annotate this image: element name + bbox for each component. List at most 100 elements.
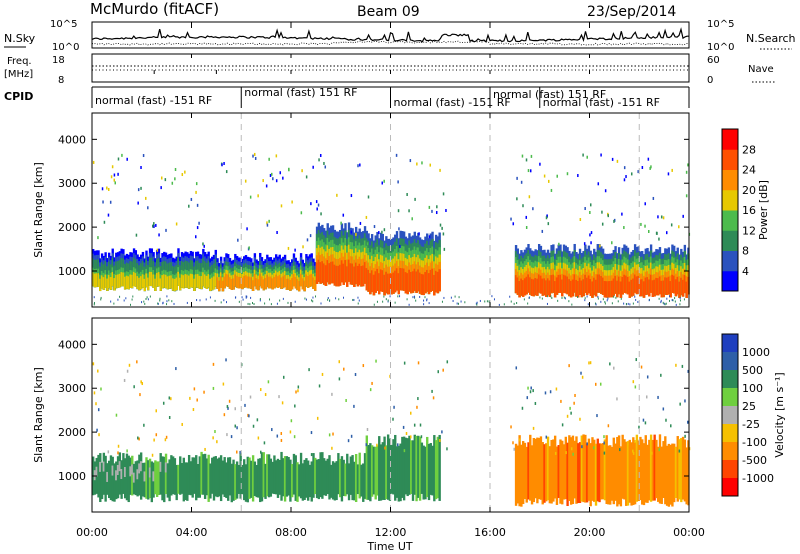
power-cell <box>484 300 486 303</box>
velocity-cell <box>171 456 175 495</box>
velocity-cell <box>243 459 246 501</box>
velocity-cell <box>678 439 681 500</box>
velocity-cell <box>234 464 237 500</box>
power-cell <box>530 278 534 296</box>
power-cell <box>356 265 360 287</box>
velocity-cell <box>536 437 539 504</box>
power-cell <box>452 299 454 302</box>
velocity-cell <box>282 458 285 497</box>
velocity-cell <box>126 369 129 373</box>
velocity-cell <box>579 417 581 421</box>
cpid-segment-label: normal (fast) -151 RF <box>394 96 511 109</box>
power-cell <box>175 222 178 226</box>
power-cell <box>338 264 342 286</box>
power-cell <box>568 300 570 303</box>
power-cell <box>319 262 322 284</box>
velocity-cell <box>310 431 313 435</box>
velocity-cell <box>539 436 543 500</box>
velocity-cell <box>603 435 605 439</box>
power-cell <box>415 271 418 293</box>
power-cell <box>590 231 593 235</box>
power-cell <box>157 302 159 305</box>
power-cell <box>299 273 303 287</box>
power-cell <box>614 275 617 294</box>
velocity-cell <box>580 435 583 502</box>
velocity-cell <box>562 444 566 500</box>
power-cell <box>420 274 424 295</box>
power-cell <box>566 172 569 176</box>
velocity-cell <box>537 437 541 500</box>
velocity-cell <box>228 399 231 403</box>
power-cell <box>675 303 677 306</box>
velocity-cell <box>168 459 171 502</box>
velocity-cell <box>557 445 560 498</box>
velocity-cell <box>331 392 333 396</box>
velocity-cell <box>143 471 146 482</box>
power-cell <box>525 158 528 162</box>
power-cell <box>443 296 445 299</box>
colorbar-tick-label: 8 <box>742 245 749 258</box>
power-cell <box>621 212 623 216</box>
power-cell <box>260 276 264 289</box>
power-cell <box>223 299 225 302</box>
colorbar-tick-label: 12 <box>742 224 756 237</box>
power-cell <box>414 296 416 299</box>
velocity-cell <box>331 446 333 450</box>
velocity-cell <box>148 458 152 499</box>
power-cell <box>181 173 184 177</box>
power-cell <box>337 265 340 287</box>
power-cell <box>641 166 644 170</box>
power-cell <box>347 259 351 282</box>
power-cell <box>586 295 588 298</box>
power-cell <box>434 270 438 293</box>
power-cell <box>399 245 401 249</box>
power-cell <box>383 228 386 232</box>
velocity-cell <box>259 388 262 392</box>
power-cell <box>357 164 359 168</box>
power-cell <box>642 281 646 298</box>
power-cell <box>139 276 143 290</box>
power-cell <box>644 224 646 228</box>
velocity-cell <box>306 460 310 501</box>
cpid-segment-label: normal (fast) -151 RF <box>95 94 212 107</box>
power-cell <box>439 168 441 172</box>
power-cell <box>397 180 399 184</box>
power-cell <box>516 176 518 180</box>
power-cell <box>147 298 149 301</box>
power-cell <box>394 301 396 304</box>
power-cell <box>596 274 599 293</box>
power-cell <box>357 296 359 299</box>
power-cell <box>685 170 688 174</box>
velocity-cell <box>360 464 363 497</box>
x-tick-label: 00:00 <box>76 526 108 539</box>
power-cell <box>433 274 436 296</box>
velocity-cell <box>184 462 187 501</box>
power-cell <box>343 296 345 299</box>
power-cell <box>93 296 95 299</box>
velocity-cell <box>253 461 257 496</box>
velocity-cell <box>346 453 349 495</box>
power-cell <box>203 274 207 288</box>
power-cell <box>417 269 420 292</box>
power-cell <box>182 275 185 289</box>
power-cell <box>97 236 99 240</box>
power-cell <box>600 153 602 157</box>
velocity-cell <box>369 388 372 392</box>
power-cell <box>113 278 116 291</box>
power-cell <box>164 178 167 182</box>
power-cell <box>671 168 673 172</box>
power-cell <box>648 279 651 297</box>
power-cell <box>637 275 640 294</box>
velocity-cell <box>632 437 635 506</box>
power-cell <box>168 275 171 289</box>
power-cell <box>626 276 630 295</box>
power-cell <box>159 299 161 302</box>
power-cell <box>527 274 530 293</box>
power-cell <box>358 263 361 285</box>
velocity-cell <box>600 443 603 500</box>
power-cell <box>353 298 355 301</box>
velocity-cell <box>548 446 552 504</box>
power-cell <box>250 277 253 289</box>
power-cell <box>179 277 182 291</box>
velocity-cell <box>196 463 200 498</box>
